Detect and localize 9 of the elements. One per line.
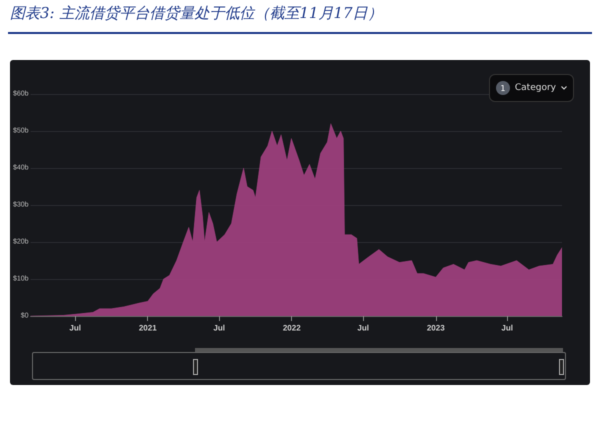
x-tick-label: 2021 bbox=[138, 324, 158, 332]
x-tick-label: 2023 bbox=[426, 324, 446, 332]
x-tick-label: Jul bbox=[501, 324, 513, 332]
category-dropdown[interactable]: 1 Category bbox=[488, 74, 574, 102]
x-tick-label: Jul bbox=[213, 324, 225, 332]
x-tick-label: 2022 bbox=[282, 324, 302, 332]
x-tick-label: Jul bbox=[357, 324, 369, 332]
x-tick-label: Jul bbox=[69, 324, 81, 332]
chart-title: 图表3: 主流借贷平台借贷量处于低位（截至11月17日） bbox=[10, 4, 383, 23]
